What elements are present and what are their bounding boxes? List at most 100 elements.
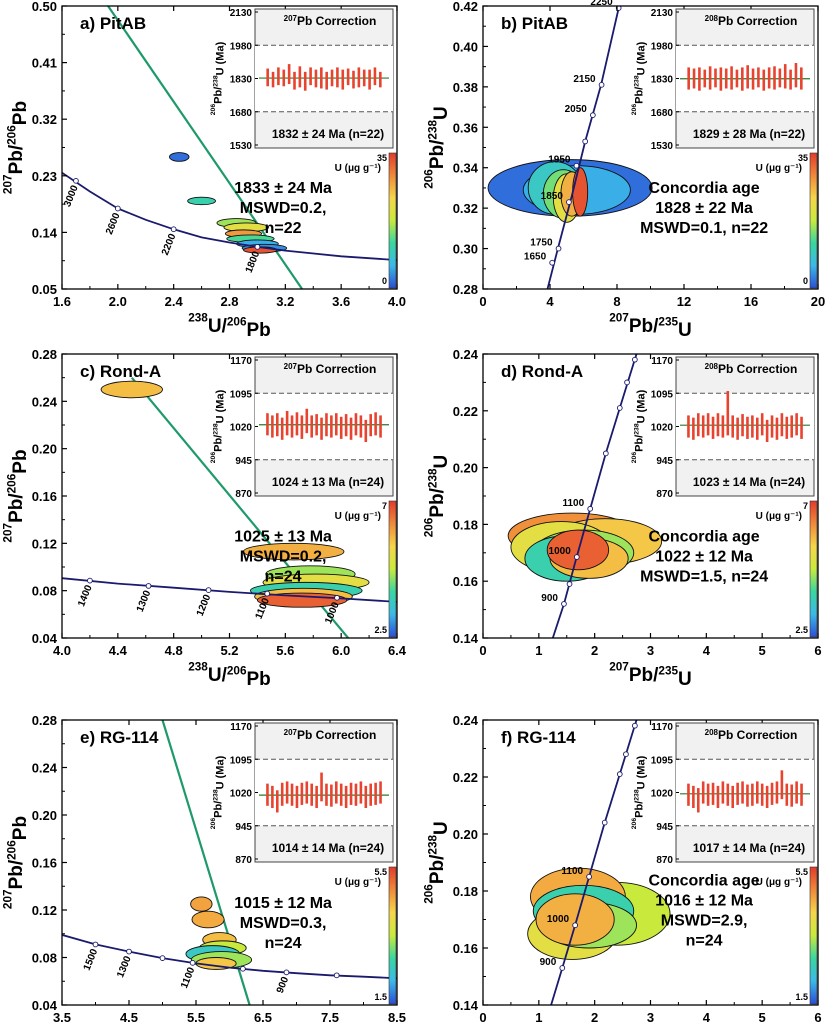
concordia-age-marker <box>87 577 93 584</box>
inset-y-axis-label: 206Pb/238U (Ma) <box>631 389 647 463</box>
age-annotation: MSWD=0.2, <box>240 200 327 217</box>
y-tick-label: 0.50 <box>32 0 57 14</box>
colorbar-min: 1.5 <box>795 992 808 1002</box>
concordia-age-marker <box>572 922 578 929</box>
panel-e: 1500 1300 1100 900 3.5 4.5 5.5 6.5 7.5 8.5 0.04 0.0… <box>2 713 407 1024</box>
age-annotation: 1833 ± 24 Ma <box>234 180 332 197</box>
y-tick-label: 0.24 <box>32 761 58 776</box>
inset-band <box>255 759 393 826</box>
concordia-age-label: 1650 <box>524 252 547 263</box>
x-axis-label: 238U/206Pb <box>188 661 271 690</box>
age-annotation: Concordia age <box>649 180 760 197</box>
x-tick-label: 3.2 <box>276 294 294 309</box>
y-tick-label: 0.28 <box>453 282 478 297</box>
y-axis-label: 206Pb/238U <box>423 455 452 538</box>
plot-area <box>62 720 397 1005</box>
y-tick-label: 0.16 <box>453 941 478 956</box>
concordia-curve <box>546 7 620 289</box>
y-tick-label: 0.16 <box>32 489 57 504</box>
y-tick-label: 0.12 <box>32 903 57 918</box>
inset-result: 1014 ± 14 Ma (n=24) <box>272 841 384 855</box>
concordia-age-marker <box>333 972 340 979</box>
colorbar-gradient <box>388 866 397 1005</box>
inset-y-tick-label: 1830 <box>230 75 253 86</box>
colorbar: U (μg g⁻¹)7 2.5 <box>756 500 818 638</box>
x-tick-label: 4 <box>703 643 711 658</box>
age-annotation: n=22 <box>265 220 302 237</box>
concordia-age-marker <box>559 965 566 971</box>
age-annotation: MSWD=0.2, <box>240 548 327 565</box>
concordia-age-marker <box>283 969 290 976</box>
x-tick-label: 4 <box>546 294 554 309</box>
y-tick-label: 0.04 <box>32 998 58 1013</box>
x-tick-label: 2.0 <box>109 294 127 309</box>
y-axis-label: 207Pb/206Pb <box>2 816 31 909</box>
inset-result: 1017 ± 14 Ma (n=24) <box>693 841 805 855</box>
concordia-curve <box>62 577 397 603</box>
y-tick-label: 0.16 <box>453 574 478 589</box>
x-tick-label: 1.6 <box>53 294 71 309</box>
y-tick-label: 0.04 <box>32 631 58 646</box>
inset-y-tick-label: 1530 <box>230 141 253 152</box>
concordia-age-label: 1500 <box>82 947 101 972</box>
concordia-curve <box>551 354 638 638</box>
concordia-age-marker <box>616 405 623 411</box>
inset-y-tick-label: 1980 <box>230 41 253 52</box>
age-annotation: 1015 ± 12 Ma <box>234 895 332 912</box>
colorbar-gradient <box>809 500 818 638</box>
concordia-age-label: 1100 <box>254 596 272 621</box>
colorbar-max: 35 <box>377 153 387 163</box>
inset-y-axis-label: 206Pb/238U (Ma) <box>210 389 226 463</box>
age-annotation: n=24 <box>265 935 302 952</box>
plot-area <box>507 354 663 638</box>
concordia-age-marker <box>632 722 638 729</box>
concordia-age-label: 1100 <box>562 498 584 509</box>
y-tick-label: 0.28 <box>32 347 57 362</box>
y-tick-label: 0.18 <box>453 517 478 532</box>
error-ellipse <box>243 542 345 561</box>
concordia-age-label: 900 <box>541 593 558 604</box>
colorbar-gradient <box>388 152 397 289</box>
y-tick-label: 0.14 <box>32 225 58 240</box>
inset-y-tick-label: 1680 <box>651 108 674 119</box>
colorbar-label: U (μg g⁻¹) <box>335 877 381 888</box>
y-tick-label: 0.08 <box>32 951 57 966</box>
colorbar-min: 0 <box>803 276 808 286</box>
age-annotation: MSWD=0.3, <box>240 915 327 932</box>
x-tick-label: 5.5 <box>187 1010 205 1024</box>
concordia-age-marker <box>566 199 572 205</box>
inset-result: 1829 ± 28 Ma (n=22) <box>693 127 805 141</box>
inset-y-tick-label: 1170 <box>230 356 252 367</box>
panel-a: 3000 2600 2200 1800 1.6 2.0 2.4 2.8 3.2 3.6 4.0 0.0… <box>2 0 407 341</box>
concordia-age-marker <box>586 873 592 880</box>
concordia-curve <box>550 720 638 1005</box>
x-tick-label: 0 <box>479 643 486 658</box>
concordia-age-label: 3000 <box>62 183 81 208</box>
inset-result: 1023 ± 14 Ma (n=24) <box>693 475 805 489</box>
x-axis-label: 238U/206Pb <box>188 312 271 341</box>
concordia-age-label: 1000 <box>549 546 572 557</box>
y-tick-label: 0.32 <box>453 201 478 216</box>
age-annotation: 1022 ± 12 Ma <box>655 548 753 565</box>
concordia-age-marker <box>205 587 212 593</box>
inset-y-tick-label: 1095 <box>651 755 674 766</box>
x-tick-label: 5.6 <box>276 643 294 658</box>
inset-y-axis-label: 206Pb/238U (Ma) <box>210 755 226 829</box>
concordia-age-label: 900 <box>540 957 557 968</box>
concordia-age-marker <box>601 819 608 826</box>
y-axis-label: 206Pb/238U <box>423 106 452 189</box>
inset-title: 207Pb Correction <box>284 728 377 742</box>
x-tick-label: 4.0 <box>388 294 406 309</box>
concordia-age-marker <box>126 948 132 955</box>
concordia-age-marker <box>159 955 166 961</box>
x-tick-label: 6.5 <box>254 1010 272 1024</box>
plot-area <box>62 376 397 638</box>
concordia-age-marker <box>573 162 580 169</box>
inset-y-tick-label: 945 <box>235 822 252 833</box>
x-axis-label: 207Pb/235U <box>609 312 692 341</box>
x-tick-label: 6.0 <box>332 643 350 658</box>
age-annotation: 1828 ± 22 Ma <box>655 200 753 217</box>
plot-area <box>487 6 653 289</box>
concordia-age-label: 1800 <box>244 249 263 274</box>
